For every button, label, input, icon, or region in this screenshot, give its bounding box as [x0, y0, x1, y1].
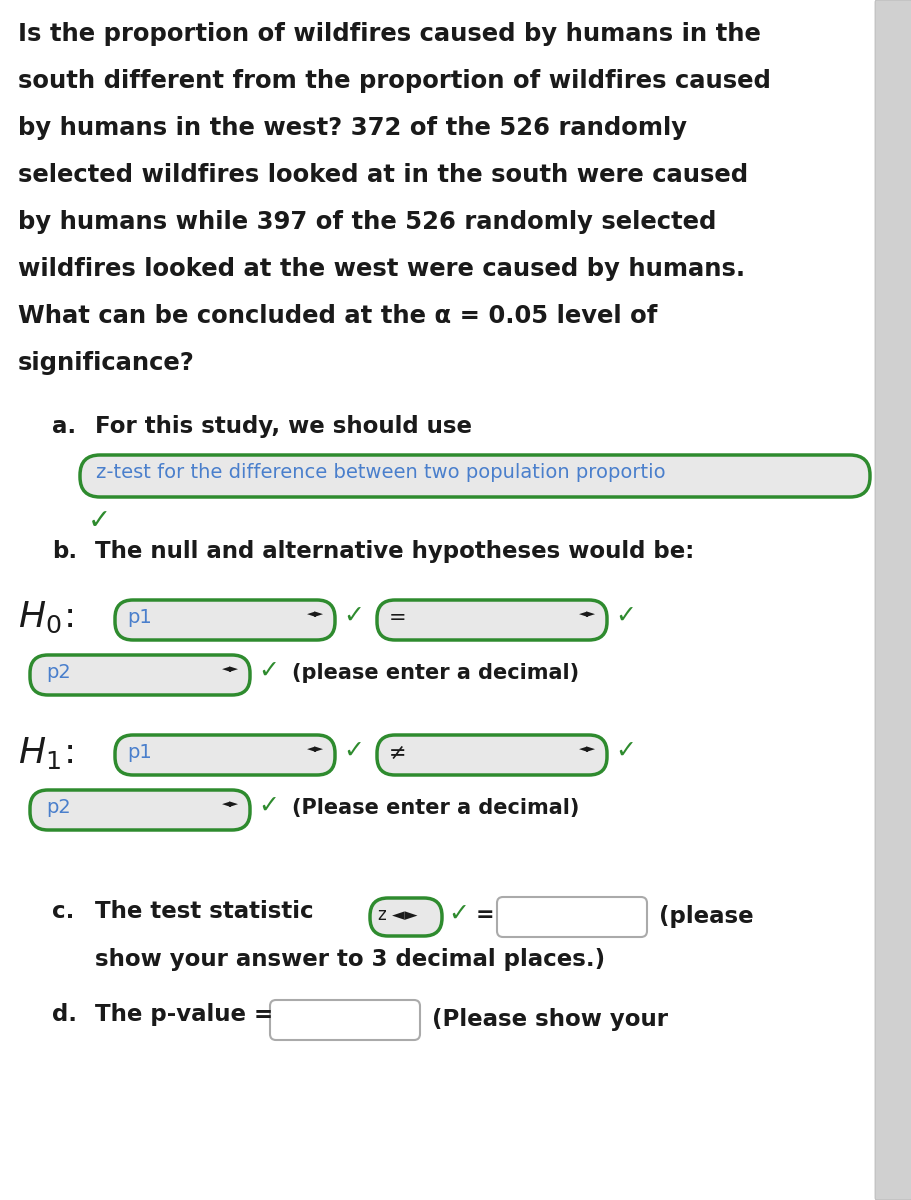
FancyBboxPatch shape [30, 655, 250, 695]
Text: by humans in the west? 372 of the 526 randomly: by humans in the west? 372 of the 526 ra… [18, 116, 686, 140]
Text: significance?: significance? [18, 350, 195, 374]
Text: The p-value =: The p-value = [95, 1003, 272, 1026]
Text: =: = [476, 905, 494, 925]
FancyBboxPatch shape [376, 734, 607, 775]
Text: Is the proportion of wildfires caused by humans in the: Is the proportion of wildfires caused by… [18, 22, 760, 46]
Text: by humans while 397 of the 526 randomly selected: by humans while 397 of the 526 randomly … [18, 210, 715, 234]
Text: c.: c. [52, 900, 75, 923]
Text: ✓: ✓ [258, 794, 279, 818]
FancyBboxPatch shape [115, 734, 334, 775]
Text: (Please enter a decimal): (Please enter a decimal) [292, 798, 578, 818]
Text: =: = [389, 608, 406, 628]
Text: ✓: ✓ [447, 902, 468, 926]
FancyBboxPatch shape [80, 455, 869, 497]
Text: b.: b. [52, 540, 77, 563]
Text: For this study, we should use: For this study, we should use [95, 415, 472, 438]
Text: z ◄►: z ◄► [377, 906, 417, 924]
Text: The test statistic: The test statistic [95, 900, 313, 923]
Text: ✓: ✓ [258, 659, 279, 683]
Text: $H_0\!:$: $H_0\!:$ [18, 600, 74, 635]
FancyBboxPatch shape [30, 790, 250, 830]
Text: (please enter a decimal): (please enter a decimal) [292, 662, 578, 683]
FancyBboxPatch shape [370, 898, 442, 936]
FancyBboxPatch shape [270, 1000, 420, 1040]
Text: (Please show your: (Please show your [432, 1008, 667, 1031]
Text: south different from the proportion of wildfires caused: south different from the proportion of w… [18, 68, 770, 92]
Text: (please: (please [659, 905, 752, 928]
Text: show your answer to 3 decimal places.): show your answer to 3 decimal places.) [95, 948, 605, 971]
Text: What can be concluded at the α = 0.05 level of: What can be concluded at the α = 0.05 le… [18, 304, 657, 328]
Text: z-test for the difference between two population proportio: z-test for the difference between two po… [96, 463, 665, 482]
Text: ◄►: ◄► [221, 664, 239, 674]
Text: $H_1\!:$: $H_1\!:$ [18, 734, 74, 770]
Text: ✓: ✓ [343, 604, 363, 628]
Text: d.: d. [52, 1003, 77, 1026]
Text: ◄►: ◄► [578, 744, 596, 754]
Text: ◄►: ◄► [221, 799, 239, 809]
Text: ✓: ✓ [343, 739, 363, 763]
Text: ◄►: ◄► [578, 608, 596, 619]
Text: The null and alternative hypotheses would be:: The null and alternative hypotheses woul… [95, 540, 693, 563]
Text: ✓: ✓ [614, 604, 635, 628]
Text: ◄►: ◄► [307, 744, 323, 754]
Text: a.: a. [52, 415, 76, 438]
Text: p2: p2 [46, 798, 71, 817]
Text: selected wildfires looked at in the south were caused: selected wildfires looked at in the sout… [18, 163, 747, 187]
Text: ≠: ≠ [389, 743, 406, 763]
Text: p2: p2 [46, 662, 71, 682]
FancyBboxPatch shape [376, 600, 607, 640]
FancyBboxPatch shape [874, 0, 911, 1200]
Text: ✓: ✓ [87, 506, 111, 535]
Text: ✓: ✓ [614, 739, 635, 763]
Text: ◄►: ◄► [307, 608, 323, 619]
Text: p1: p1 [127, 608, 151, 626]
Text: wildfires looked at the west were caused by humans.: wildfires looked at the west were caused… [18, 257, 744, 281]
FancyBboxPatch shape [115, 600, 334, 640]
FancyBboxPatch shape [496, 898, 646, 937]
Text: p1: p1 [127, 743, 151, 762]
